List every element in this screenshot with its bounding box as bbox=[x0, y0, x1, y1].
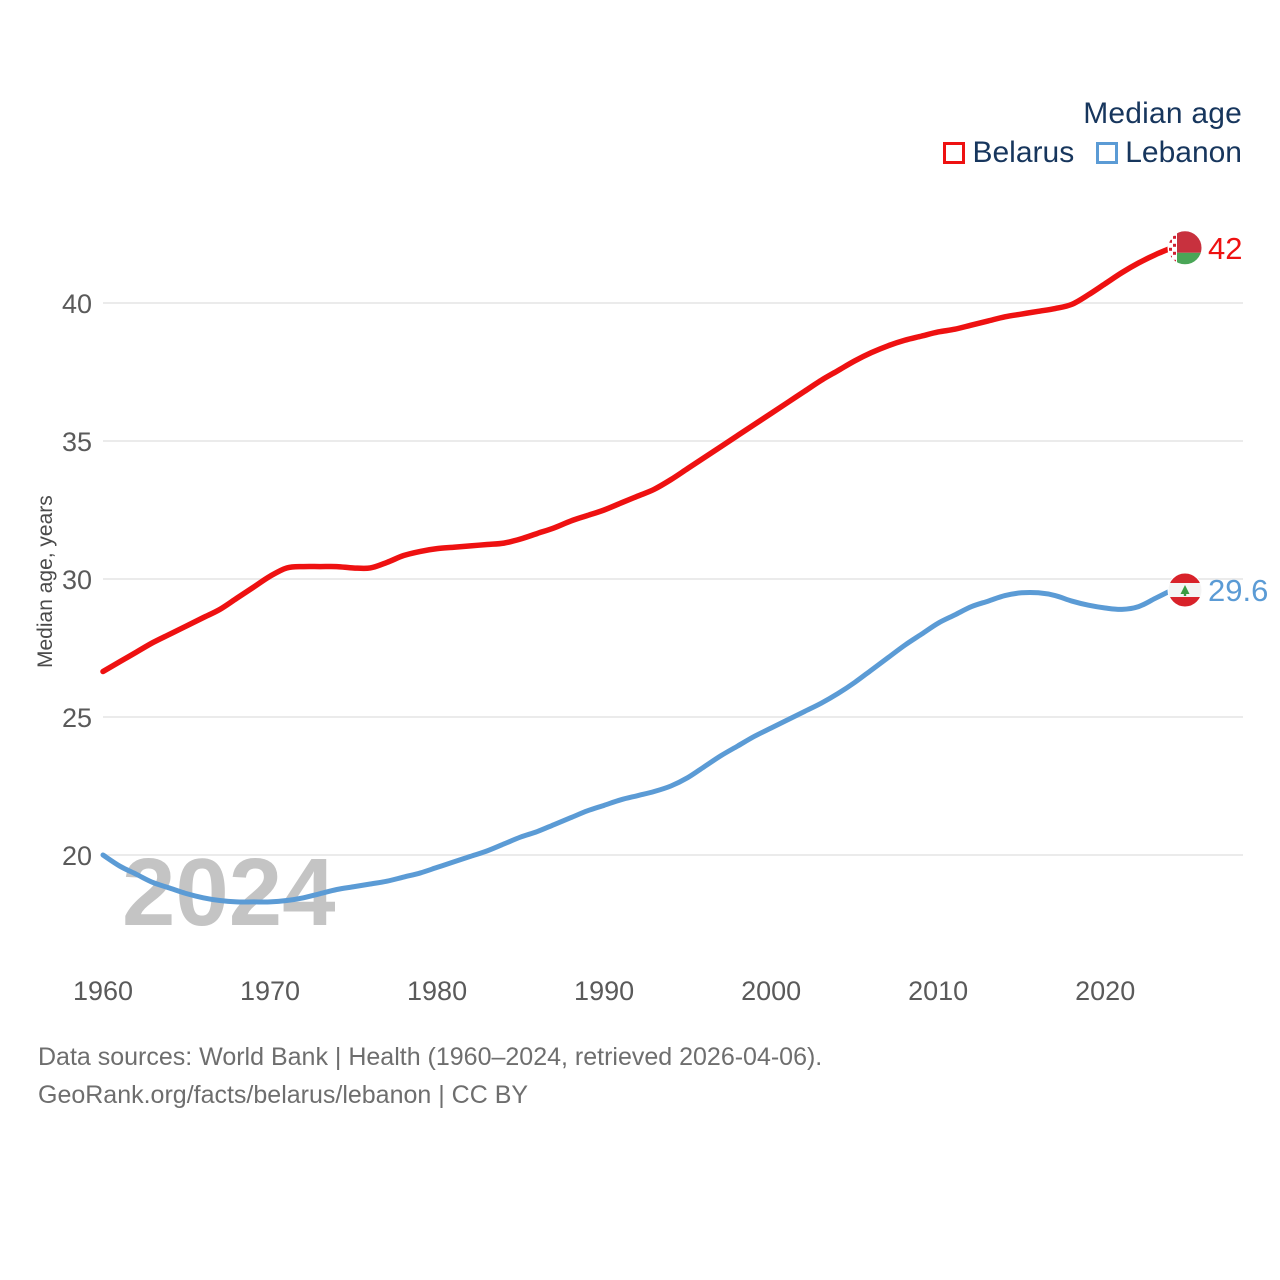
x-tick-label: 1980 bbox=[407, 976, 467, 1006]
footer-credits: Data sources: World Bank | Health (1960–… bbox=[38, 1038, 822, 1114]
legend-swatch-belarus bbox=[943, 142, 966, 164]
gridlines bbox=[103, 302, 1243, 856]
x-tick-label: 1970 bbox=[240, 976, 300, 1006]
end-marker-belarus[interactable] bbox=[1167, 230, 1203, 266]
footer-line-2[interactable]: GeoRank.org/facts/belarus/lebanon | CC B… bbox=[38, 1081, 529, 1109]
series-line-belarus bbox=[100, 245, 1175, 675]
y-tick-label: 25 bbox=[62, 703, 92, 733]
x-axis-ticks: 1960 1970 1980 1990 2000 2010 2020 bbox=[73, 976, 1135, 1006]
legend-label-lebanon: Lebanon bbox=[1125, 136, 1242, 169]
year-watermark: 2024 bbox=[122, 839, 336, 946]
legend-title: Median age bbox=[1083, 97, 1242, 130]
legend-label-belarus: Belarus bbox=[972, 136, 1075, 169]
footer-line-1: Data sources: World Bank | Health (1960–… bbox=[38, 1043, 823, 1071]
end-value-lebanon: 29.6 bbox=[1208, 573, 1268, 608]
end-value-belarus: 42 bbox=[1208, 231, 1242, 266]
y-tick-label: 20 bbox=[62, 841, 92, 871]
legend-item-lebanon[interactable]: Lebanon bbox=[1096, 138, 1242, 168]
x-tick-label: 1960 bbox=[73, 976, 133, 1006]
legend-items: Belarus Lebanon bbox=[943, 138, 1242, 168]
series-line-lebanon bbox=[100, 587, 1175, 905]
end-marker-lebanon[interactable] bbox=[1167, 572, 1203, 608]
y-tick-label: 30 bbox=[62, 565, 92, 595]
x-tick-label: 2020 bbox=[1075, 976, 1135, 1006]
legend-item-belarus[interactable]: Belarus bbox=[943, 138, 1074, 168]
y-axis-ticks: 20 25 30 35 40 bbox=[62, 289, 92, 871]
y-tick-label: 40 bbox=[62, 289, 92, 319]
x-tick-label: 2000 bbox=[741, 976, 801, 1006]
x-tick-label: 2010 bbox=[908, 976, 968, 1006]
y-axis-title: Median age, years bbox=[34, 495, 57, 668]
x-tick-label: 1990 bbox=[574, 976, 634, 1006]
chart-legend: Median age Belarus Lebanon bbox=[943, 96, 1242, 168]
legend-swatch-lebanon bbox=[1096, 142, 1119, 164]
y-tick-label: 35 bbox=[62, 427, 92, 457]
